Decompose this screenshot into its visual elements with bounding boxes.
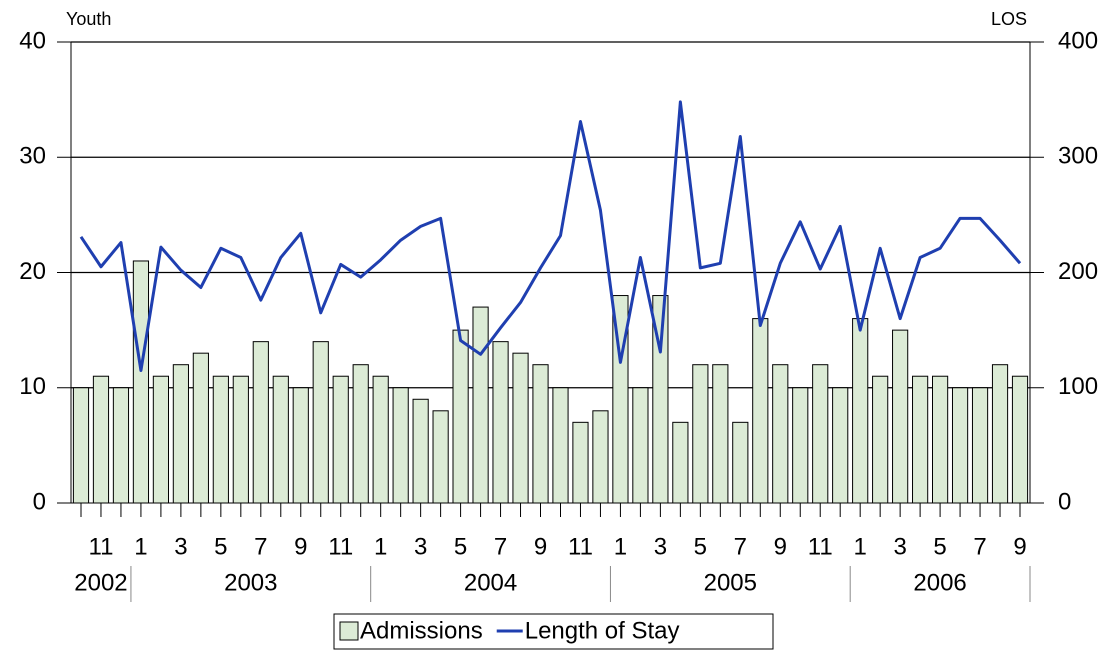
x-tick-label: 5 [454,533,467,560]
x-tick-label: 1 [374,533,387,560]
x-tick-label: 11 [568,533,593,560]
bar [352,364,369,504]
legend-box [333,613,774,650]
bar [792,387,809,504]
x-tick-label: 5 [694,533,707,560]
bar [332,375,349,504]
bar [872,375,889,504]
y-tick-label: 40 [19,27,46,54]
y-axis-label: Youth [66,9,111,29]
bar [592,410,609,504]
bar [732,421,749,504]
line [79,100,1022,372]
bar [991,364,1009,504]
bar [512,352,529,504]
bar [632,387,649,504]
x-tick-label: 1 [853,533,866,560]
bar [572,421,589,504]
year-label: 2005 [704,569,757,596]
x-tick-label: 7 [254,533,267,560]
bar [552,387,569,504]
bar [951,387,969,504]
bar [392,387,409,504]
year-label: 2004 [464,569,517,596]
x-tick-label: 3 [893,533,906,560]
bar [72,387,90,504]
bar [532,364,549,504]
bar [452,329,469,504]
year-label: 2003 [224,569,277,596]
x-tick-label: 1 [614,533,627,560]
x-tick-label: 1 [134,533,147,560]
bar [232,375,249,504]
bar [252,341,269,504]
y2-tick-label: 100 [1058,373,1098,400]
y-tick-label: 0 [33,488,46,515]
legend-swatch [339,621,359,641]
x-tick-label: 9 [774,533,787,560]
bar [132,260,150,504]
bar [412,398,429,504]
bar [672,421,689,504]
bar [852,318,869,504]
x-tick-label: 7 [494,533,507,560]
x-tick-label: 5 [214,533,227,560]
y2-tick-label: 200 [1058,258,1098,285]
legend-label: Length of Stay [525,617,680,644]
bar [112,387,130,504]
y2-tick-label: 300 [1058,143,1098,170]
bar [292,387,309,504]
y-tick-label: 20 [19,258,46,285]
x-tick-label: 5 [933,533,946,560]
bar [92,375,110,504]
x-tick-label: 3 [414,533,427,560]
y-tick-label: 10 [19,373,46,400]
year-label: 2006 [913,569,966,596]
bar [272,375,289,504]
bar [492,341,509,504]
legend-label: Admissions [360,617,483,644]
y2-axis-label: LOS [991,9,1027,29]
year-label: 2002 [74,569,127,596]
bar [712,364,729,504]
bar [812,364,829,504]
x-tick-label: 9 [294,533,307,560]
bar [932,375,949,504]
bar [912,375,929,504]
legend: Admissions Length of Stay [333,613,774,650]
bar [192,352,209,504]
bar [172,364,189,504]
bar [832,387,849,504]
x-tick-label: 7 [734,533,747,560]
bar [312,341,329,504]
bar [152,375,169,504]
bar [472,306,489,504]
bar [372,375,389,504]
x-tick-label: 11 [808,533,833,560]
y2-tick-label: 0 [1058,488,1071,515]
bar [1011,375,1029,504]
x-tick-label: 3 [654,533,667,560]
x-tick-label: 9 [534,533,547,560]
bar [971,387,989,504]
bar [212,375,229,504]
bar [692,364,709,504]
bar [772,364,789,504]
y-tick-label: 30 [19,143,46,170]
x-tick-label: 3 [174,533,187,560]
x-tick-label: 11 [89,533,114,560]
x-tick-label: 7 [973,533,986,560]
y2-tick-label: 400 [1058,27,1098,54]
bar [752,318,769,504]
x-tick-label: 9 [1013,533,1026,560]
x-tick-label: 11 [328,533,353,560]
bar [432,410,449,504]
bar [892,329,909,504]
